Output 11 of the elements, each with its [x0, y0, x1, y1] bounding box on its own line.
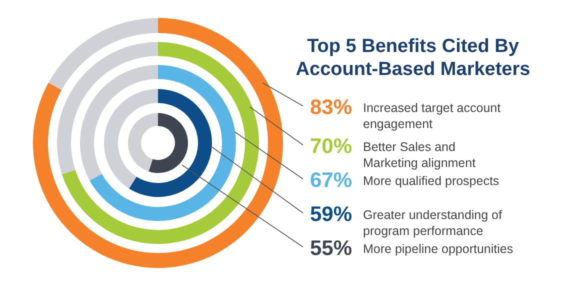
data-label: 59% — [310, 203, 352, 226]
category-label: Greater understanding of program performance — [363, 208, 503, 238]
category-label: Increased target account engagement — [363, 101, 502, 131]
category-label: Better Sales and Marketing alignment — [363, 140, 476, 170]
data-label: 83% — [310, 96, 352, 119]
data-label: 55% — [310, 237, 352, 260]
data-label: 70% — [310, 135, 352, 158]
category-label: More pipeline opportunities — [363, 242, 514, 256]
data-label: 67% — [310, 169, 352, 192]
text: Top 5 Benefits Cited By Account-Based Marketers — [296, 36, 530, 80]
category-label: More qualified prospects — [363, 174, 500, 188]
